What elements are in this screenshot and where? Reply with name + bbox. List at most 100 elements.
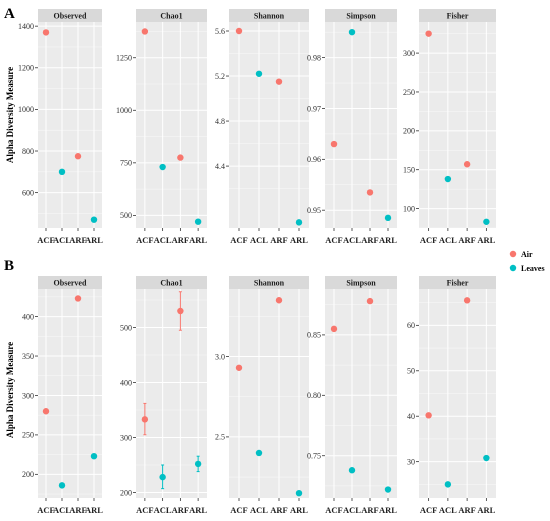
legend-key-leaves	[509, 264, 517, 272]
data-point-arl	[90, 216, 98, 223]
x-tick-label: ACF	[420, 235, 437, 245]
facet-title: Shannon	[254, 12, 285, 21]
x-tick-label: ACL	[53, 235, 71, 245]
y-axis-label-a: Alpha Diversity Measure	[5, 67, 15, 163]
facet-panels: Observed600800100012001400ACFACLARFARLCh…	[18, 9, 496, 515]
x-tick-label: ACF	[325, 235, 342, 245]
facet-title: Simpson	[346, 12, 376, 21]
facet-background	[38, 22, 102, 228]
x-tick-label: ACF	[325, 505, 342, 515]
facet-strip	[38, 9, 102, 22]
facet-strip	[136, 9, 207, 22]
facet-title: Simpson	[346, 279, 376, 288]
facet-background	[419, 22, 496, 228]
y-tick-label: 40	[407, 412, 415, 421]
y-tick-label: 0.97	[307, 104, 321, 113]
facet-background	[325, 22, 397, 228]
facet-strip	[325, 9, 397, 22]
y-tick-label: 250	[403, 88, 415, 97]
y-tick-label: 2.5	[215, 433, 225, 442]
y-tick-label: 200	[22, 470, 34, 479]
x-tick-label: ACF	[230, 235, 247, 245]
facet-background	[229, 289, 309, 498]
y-tick-label: 100	[403, 204, 415, 213]
y-tick-label: 400	[120, 378, 132, 387]
facet-background	[229, 22, 309, 228]
y-tick-label: 350	[22, 352, 34, 361]
x-tick-label: ACL	[154, 505, 172, 515]
y-tick-label: 800	[22, 147, 34, 156]
x-tick-label: ACL	[250, 505, 268, 515]
x-tick-label: ACL	[250, 235, 268, 245]
data-point-arf	[366, 189, 374, 196]
facet-a-chao1: Chao1 500 750 1000 1250 ACF ACL ARF ARL	[116, 9, 207, 245]
facet-background	[136, 22, 207, 228]
data-point-arf	[74, 153, 82, 160]
facet-title: Fisher	[447, 279, 469, 288]
x-tick-label: ARF	[69, 235, 86, 245]
x-tick-label: ARL	[85, 235, 103, 245]
data-point-acl	[348, 28, 356, 36]
x-tick-label: ARL	[379, 235, 397, 245]
x-tick-label: ARL	[189, 235, 207, 245]
data-point-arf	[275, 78, 283, 85]
x-tick-label: ACF	[136, 235, 153, 245]
data-point-arf	[74, 295, 82, 302]
x-tick-label: ARL	[290, 235, 308, 245]
data-point-acf	[235, 27, 243, 35]
y-tick-label: 60	[407, 321, 415, 330]
y-tick-label: 150	[403, 165, 415, 174]
data-point-acf	[42, 29, 50, 36]
facet-b-shannon: Shannon 2.5 3.0 ACF ACL ARF ARL	[215, 276, 309, 515]
x-tick-label: ACF	[420, 505, 437, 515]
data-point-acl	[255, 70, 263, 77]
data-point-acf	[235, 364, 243, 371]
facet-strip	[419, 276, 496, 289]
data-point-arl	[194, 218, 202, 225]
data-point-acl	[444, 481, 452, 488]
y-tick-label: 0.95	[307, 206, 321, 215]
facet-strip	[229, 276, 309, 289]
x-tick-label: ACL	[154, 235, 172, 245]
facet-strip	[325, 276, 397, 289]
y-tick-label: 300	[120, 433, 132, 442]
data-point-acf	[330, 325, 338, 333]
y-tick-label: 200	[403, 127, 415, 136]
x-tick-label: ARL	[290, 505, 308, 515]
y-tick-label: 0.75	[307, 452, 321, 461]
y-tick-label: 1400	[18, 22, 34, 31]
data-point-acl	[58, 168, 66, 176]
facet-background	[325, 289, 397, 498]
x-tick-label: ACF	[136, 505, 153, 515]
x-tick-label: ARF	[361, 505, 378, 515]
x-tick-label: ARF	[69, 505, 86, 515]
facet-title: Chao1	[160, 279, 182, 288]
data-point-acl	[58, 482, 66, 489]
y-tick-label: 3.0	[215, 352, 225, 361]
facet-strip	[136, 276, 207, 289]
x-tick-label: ARL	[189, 505, 207, 515]
facet-b-chao1: Chao1 200 300 400 500 ACF ACL ARF ARL	[120, 276, 207, 515]
facet-background	[136, 289, 207, 498]
x-tick-label: ARF	[270, 235, 287, 245]
facet-b-fisher: Fisher 30 40 50 60 ACF ACL ARF ARL	[407, 276, 496, 515]
data-point-arf	[177, 154, 184, 161]
x-tick-label: ARF	[458, 505, 475, 515]
y-tick-label: 1000	[18, 105, 34, 114]
facet-b-simpson: Simpson 0.75 0.80 0.85 ACF ACL ARF ARL	[307, 276, 397, 515]
x-tick-label: ARF	[361, 235, 378, 245]
x-tick-label: ARF	[172, 505, 189, 515]
y-tick-label: 0.80	[307, 391, 321, 400]
data-point-arl	[90, 453, 98, 460]
y-tick-label: 200	[120, 488, 132, 497]
data-point-arl	[483, 218, 490, 225]
data-point-acf	[425, 412, 432, 419]
data-point-arf	[463, 297, 471, 304]
y-tick-label: 1000	[116, 106, 132, 115]
data-point-acl	[348, 467, 356, 474]
facet-title: Shannon	[254, 279, 285, 288]
data-point-arl	[194, 460, 202, 468]
data-point-acf	[425, 30, 432, 37]
x-tick-label: ACF	[230, 505, 247, 515]
